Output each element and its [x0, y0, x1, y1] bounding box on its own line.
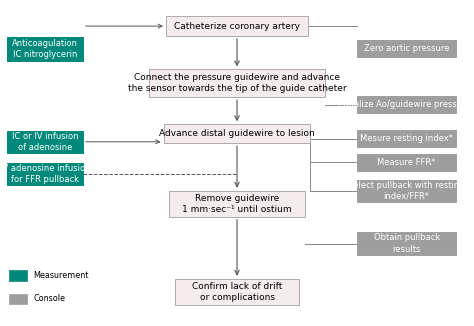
Text: IV adenosine infusion
for FFR pullback: IV adenosine infusion for FFR pullback — [0, 164, 90, 185]
FancyBboxPatch shape — [357, 232, 456, 255]
Text: Confirm lack of drift
or complications: Confirm lack of drift or complications — [192, 282, 282, 302]
Text: Obtain pullback
results: Obtain pullback results — [374, 233, 440, 254]
FancyBboxPatch shape — [357, 96, 456, 113]
Text: Console: Console — [33, 294, 65, 304]
Text: Advance distal guidewire to lesion: Advance distal guidewire to lesion — [159, 129, 315, 138]
Text: Select pullback with resting
index/FFR*: Select pullback with resting index/FFR* — [348, 181, 465, 201]
FancyBboxPatch shape — [166, 16, 308, 36]
FancyBboxPatch shape — [357, 40, 456, 57]
Text: Zero aortic pressure: Zero aortic pressure — [364, 44, 449, 53]
FancyBboxPatch shape — [9, 270, 27, 281]
FancyBboxPatch shape — [7, 37, 83, 61]
Text: Mesure resting index*: Mesure resting index* — [360, 134, 453, 143]
FancyBboxPatch shape — [170, 191, 304, 217]
FancyBboxPatch shape — [149, 69, 325, 97]
FancyBboxPatch shape — [7, 131, 83, 153]
Text: Anticoagulation
IC nitroglycerin: Anticoagulation IC nitroglycerin — [12, 39, 78, 59]
Text: Measurement: Measurement — [33, 271, 89, 280]
FancyBboxPatch shape — [9, 294, 27, 304]
Text: Catheterize coronary artery: Catheterize coronary artery — [174, 22, 300, 31]
Text: Connect the pressure guidewire and advance
the sensor towards the tip of the gui: Connect the pressure guidewire and advan… — [128, 73, 346, 93]
FancyBboxPatch shape — [357, 154, 456, 171]
FancyBboxPatch shape — [7, 163, 83, 185]
FancyBboxPatch shape — [357, 180, 456, 202]
Text: Equalize Ao/guidewire pressure*: Equalize Ao/guidewire pressure* — [338, 100, 474, 110]
Text: IC or IV infusion
of adenosine: IC or IV infusion of adenosine — [12, 132, 78, 152]
FancyBboxPatch shape — [175, 279, 299, 305]
FancyBboxPatch shape — [164, 124, 310, 143]
FancyBboxPatch shape — [357, 130, 456, 147]
Text: Remove guidewire
1 mm·sec⁻¹ until ostium: Remove guidewire 1 mm·sec⁻¹ until ostium — [182, 194, 292, 214]
Text: Measure FFR*: Measure FFR* — [377, 158, 436, 167]
